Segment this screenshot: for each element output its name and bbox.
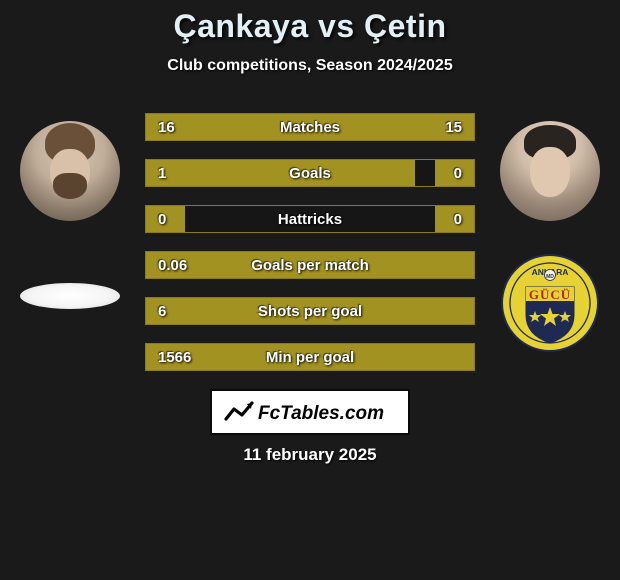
stat-row: 0.06Goals per match: [145, 251, 475, 279]
player-left-avatar: [20, 121, 120, 221]
svg-text:GÜCÜ: GÜCÜ: [529, 287, 571, 302]
player-right-avatar: [500, 121, 600, 221]
svg-text:MD: MD: [546, 274, 554, 280]
page-subtitle: Club competitions, Season 2024/2025: [10, 57, 610, 75]
stats-area: ANKARA MD GÜCÜ 16Matches151Goals00Hattri…: [10, 113, 610, 371]
stat-row: 1566Min per goal: [145, 343, 475, 371]
brand-logo-icon: [226, 403, 252, 419]
player-left-club-badge: [20, 283, 120, 309]
stat-row: 0Hattricks0: [145, 205, 475, 233]
stat-row: 1Goals0: [145, 159, 475, 187]
player-right-club-badge: ANKARA MD GÜCÜ: [500, 253, 600, 353]
stat-label: Goals per match: [146, 252, 474, 280]
stat-label: Matches: [146, 114, 474, 142]
page-title: Çankaya vs Çetin: [10, 8, 610, 45]
stat-value-right: 0: [454, 206, 462, 234]
stat-value-right: 15: [445, 114, 462, 142]
stat-value-right: 0: [454, 160, 462, 188]
stat-label: Goals: [146, 160, 474, 188]
stat-label: Min per goal: [146, 344, 474, 372]
stat-label: Shots per goal: [146, 298, 474, 326]
brand-text: FcTables.com: [258, 403, 384, 424]
stat-row: 16Matches15: [145, 113, 475, 141]
date-label: 11 february 2025: [10, 445, 610, 465]
stat-rows: 16Matches151Goals00Hattricks00.06Goals p…: [145, 113, 475, 371]
comparison-card: Çankaya vs Çetin Club competitions, Seas…: [0, 0, 620, 580]
stat-label: Hattricks: [146, 206, 474, 234]
stat-row: 6Shots per goal: [145, 297, 475, 325]
brand-badge[interactable]: FcTables.com: [210, 389, 410, 435]
